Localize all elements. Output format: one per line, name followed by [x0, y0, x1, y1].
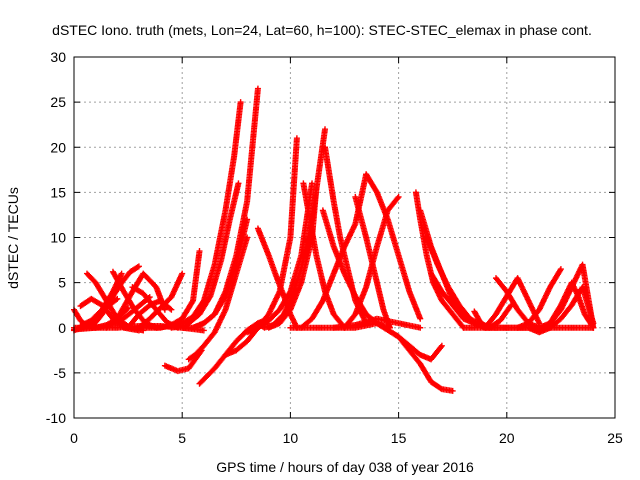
data-point — [507, 303, 514, 310]
data-point — [309, 180, 316, 187]
data-point — [134, 264, 141, 271]
data-point — [179, 270, 186, 277]
data-point — [118, 270, 125, 277]
series-20 — [185, 234, 251, 363]
data-point — [135, 263, 142, 270]
data-point — [322, 126, 329, 133]
chart-title: dSTEC Iono. truth (mets, Lon=24, Lat=60,… — [52, 22, 592, 38]
data-point — [313, 184, 320, 191]
data-point — [114, 295, 121, 302]
data-point — [417, 315, 424, 322]
y-tick-label: 15 — [50, 184, 66, 200]
data-point — [417, 324, 424, 331]
x-tick-label: 20 — [499, 430, 515, 446]
data-point — [449, 387, 456, 394]
data-point — [293, 135, 300, 142]
data-point — [394, 195, 401, 202]
data-point — [237, 99, 244, 106]
x-axis-label: GPS time / hours of day 038 of year 2016 — [216, 459, 474, 475]
data-point — [244, 216, 251, 223]
data-point — [254, 85, 261, 92]
y-tick-label: -5 — [54, 365, 67, 381]
plot-frame — [73, 56, 616, 419]
y-tick-label: 10 — [50, 230, 66, 246]
y-tick-label: 25 — [50, 94, 66, 110]
data-point — [161, 306, 168, 313]
y-tick-label: -10 — [46, 410, 66, 426]
series-17 — [168, 180, 242, 331]
data-point — [244, 234, 251, 241]
x-tick-labels: 0 5 10 15 20 25 — [70, 430, 623, 446]
x-tick-label: 15 — [391, 430, 407, 446]
grid-lines — [74, 57, 615, 418]
data-point — [196, 248, 203, 255]
series-42 — [482, 275, 543, 331]
series-22 — [222, 135, 300, 358]
x-tick-label: 0 — [70, 430, 78, 446]
data-point — [437, 385, 444, 392]
series-31 — [341, 193, 402, 331]
series-33 — [363, 171, 424, 322]
y-tick-label: 5 — [58, 275, 66, 291]
y-axis-label: dSTEC / TECUs — [5, 187, 21, 289]
data-point — [113, 296, 120, 303]
series-27 — [300, 180, 348, 331]
data-point — [235, 180, 242, 187]
data-point — [168, 306, 175, 313]
data-point — [590, 324, 597, 331]
data-point — [206, 294, 213, 301]
data-point — [557, 266, 564, 273]
series-48 — [460, 324, 597, 331]
series-7 — [88, 263, 142, 331]
series-47 — [547, 279, 597, 331]
data-point — [438, 342, 445, 349]
data-point — [557, 267, 564, 274]
y-tick-labels: -10 -5 0 5 10 15 20 25 30 — [46, 49, 66, 426]
data-point — [167, 305, 174, 312]
data-point — [200, 327, 207, 334]
data-point — [395, 193, 402, 200]
data-point — [189, 298, 196, 305]
x-tick-label: 25 — [607, 430, 623, 446]
y-tick-label: 0 — [58, 320, 66, 336]
x-tick-label: 5 — [178, 430, 186, 446]
x-tick-label: 10 — [283, 430, 299, 446]
series-16 — [153, 99, 244, 331]
y-tick-label: 20 — [50, 139, 66, 155]
data-point — [437, 344, 444, 351]
y-tick-label: 30 — [50, 49, 66, 65]
data-points — [71, 85, 597, 394]
series-36 — [373, 320, 445, 363]
